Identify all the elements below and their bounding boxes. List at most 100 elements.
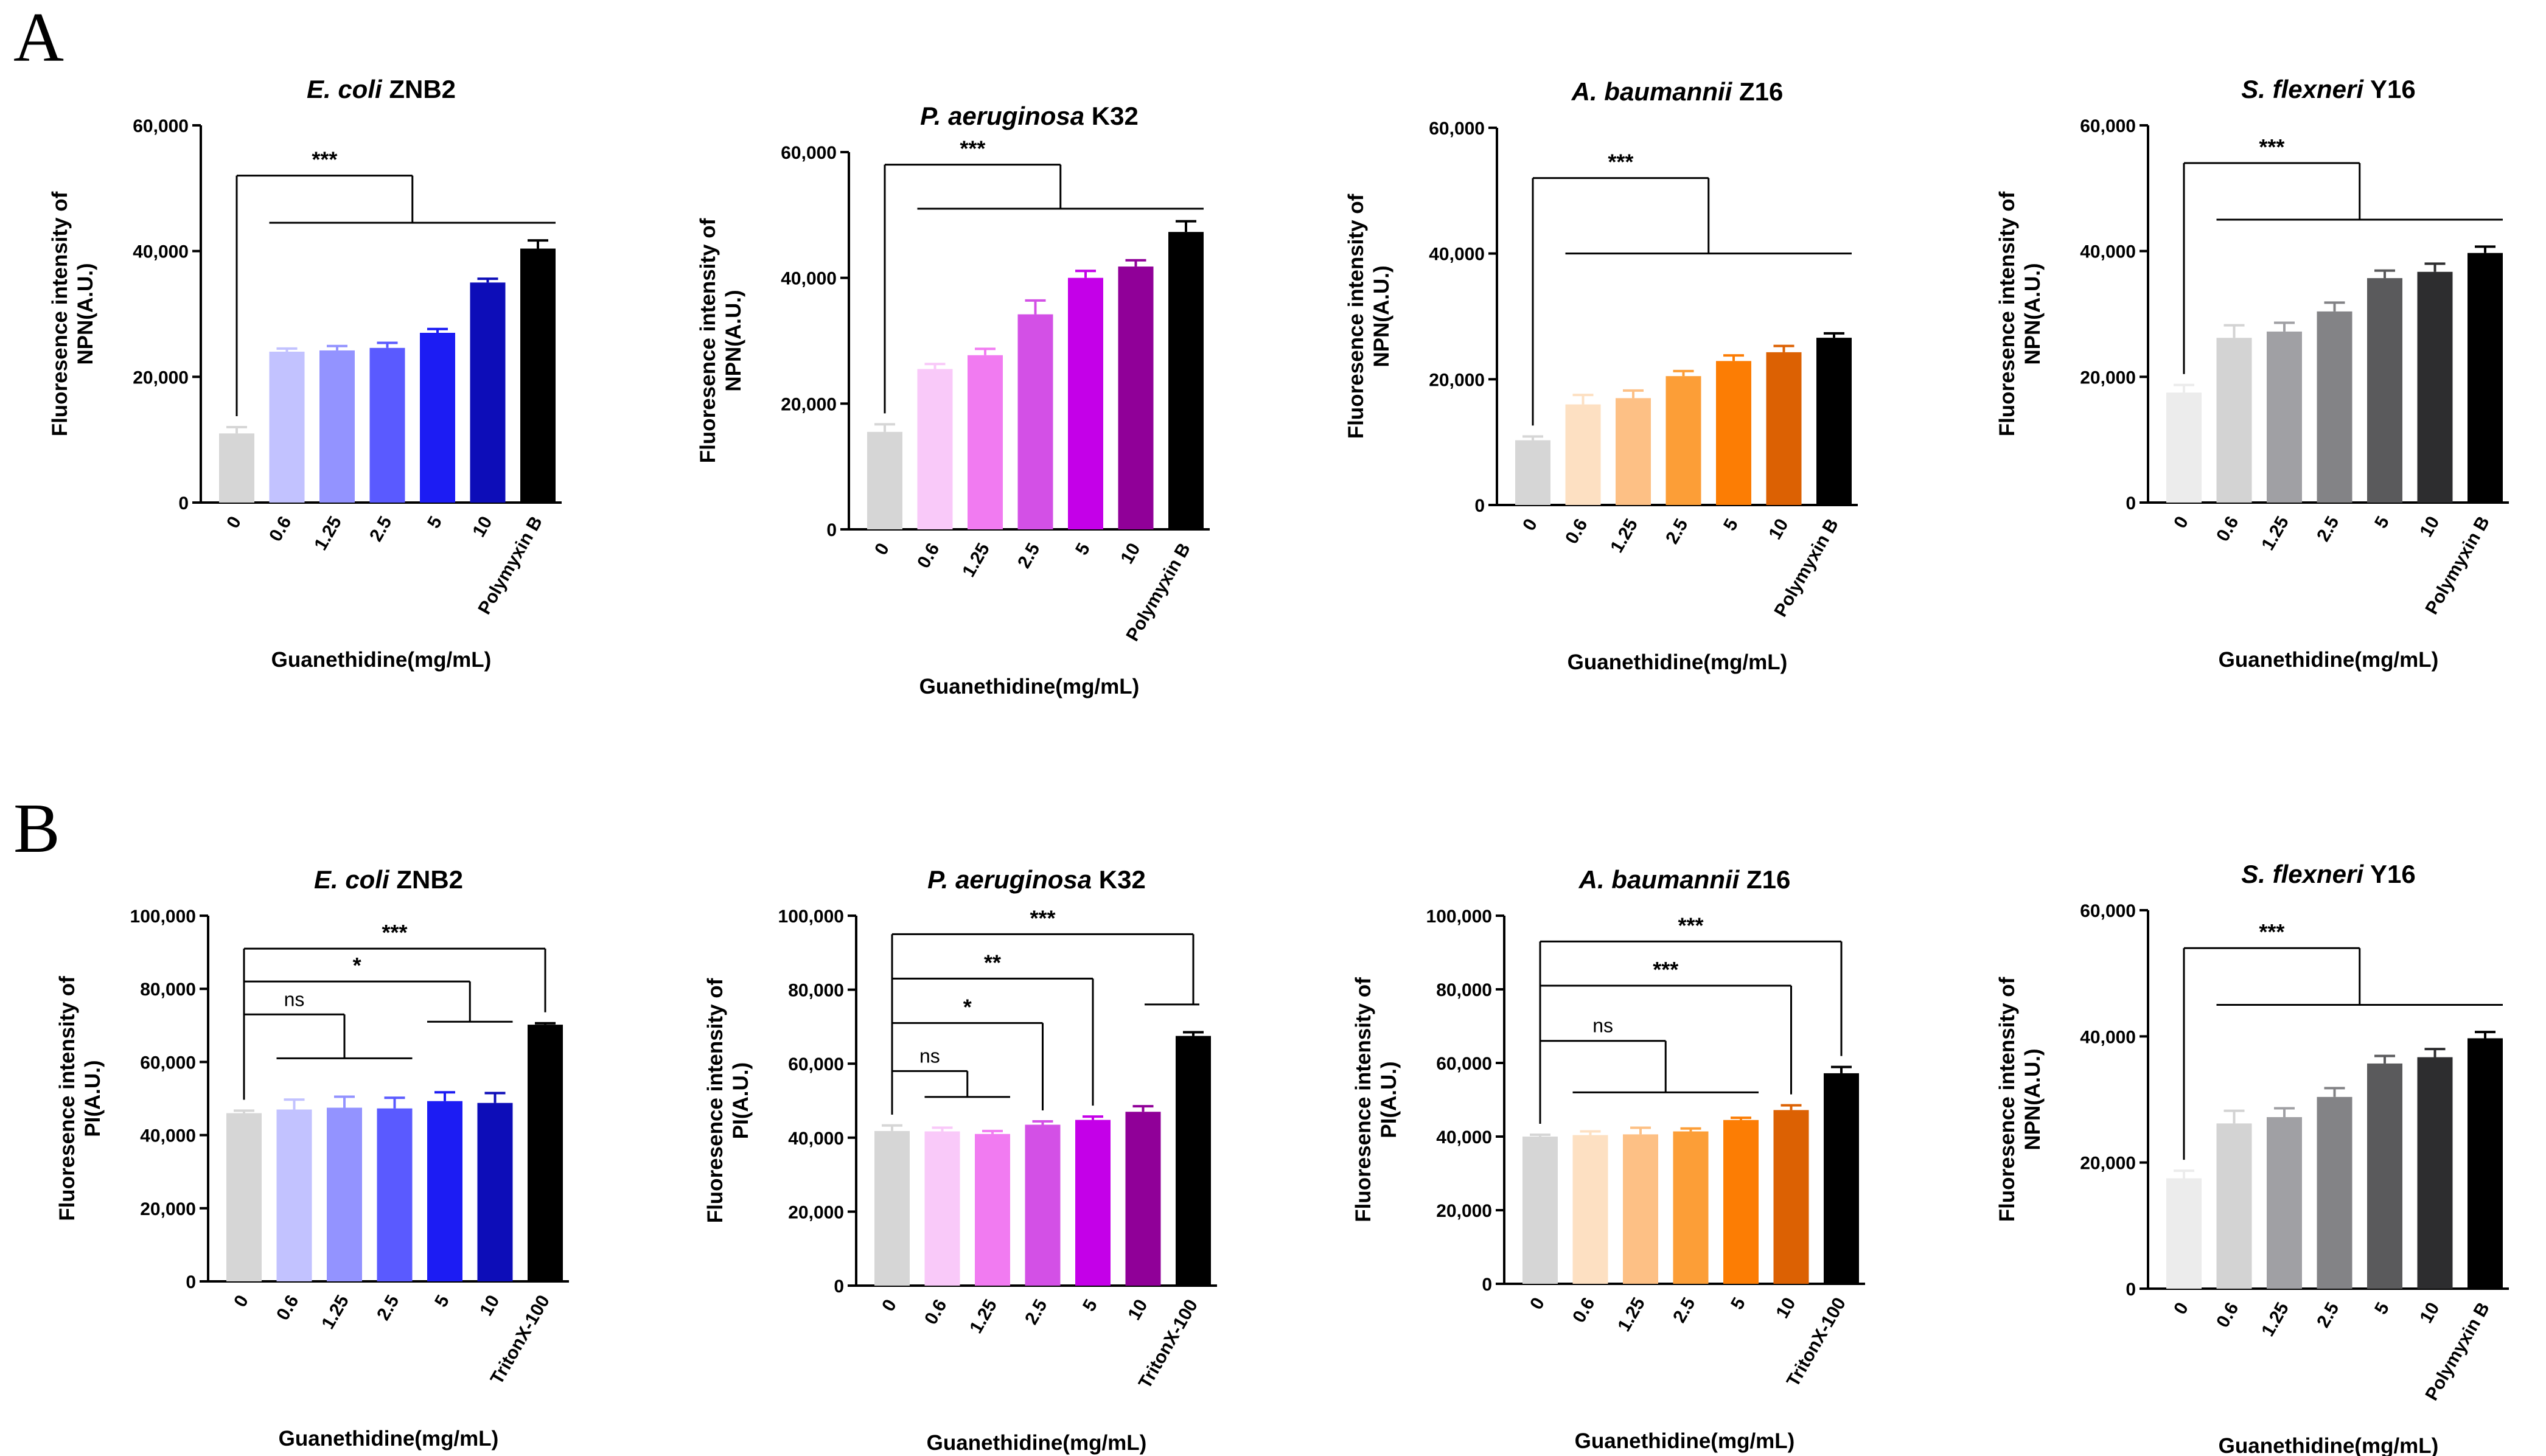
- x-tick-label: 1.25: [318, 1292, 353, 1332]
- chart-2: P. aeruginosa K32 0 20,000 40,000 60,000 Fluo…: [696, 102, 1210, 698]
- bar: [319, 350, 355, 503]
- y-tick-label: 0: [2126, 1280, 2136, 1300]
- bar: [1168, 232, 1204, 529]
- y-tick-label: 100,000: [1426, 907, 1492, 927]
- chart-title: P. aeruginosa K32: [920, 102, 1139, 130]
- y-tick-label: 20,000: [1429, 370, 1485, 390]
- bar: [1118, 266, 1154, 529]
- panel-label-a: A: [13, 0, 64, 76]
- bar: [1623, 1134, 1658, 1284]
- significance-comparison: ns: [891, 1045, 1010, 1115]
- significance-label: ***: [1653, 957, 1678, 982]
- panel-label-b: B: [13, 790, 60, 867]
- y-tick-label: 80,000: [788, 981, 844, 1001]
- bar: [1616, 398, 1651, 505]
- y-tick-label: 60,000: [133, 116, 189, 136]
- chart-4: S. flexneri Y16 0 20,000 40,000 60,000 Fluore…: [1995, 75, 2509, 672]
- significance-label: ***: [312, 147, 337, 172]
- x-tick-label: 5: [2371, 1299, 2393, 1318]
- bar: [427, 1101, 462, 1281]
- chart-title: A. baumannii Z16: [1578, 865, 1791, 894]
- x-tick-label: 0: [223, 513, 245, 532]
- x-tick-label: 2.5: [373, 1292, 403, 1324]
- significance-label: ***: [382, 920, 407, 945]
- y-tick-label: 60,000: [788, 1054, 844, 1075]
- x-axis-label: Guanethidine(mg/mL): [279, 1427, 499, 1451]
- x-tick-label: 0: [2170, 513, 2192, 532]
- bar: [2216, 338, 2252, 503]
- chart-title-strain: Z16: [1732, 77, 1783, 106]
- bar: [867, 431, 902, 529]
- y-tick-label: 0: [826, 520, 837, 540]
- bar: [1125, 1112, 1161, 1286]
- chart-8: S. flexneri Y16 0 20,000 40,000 60,000 Fluore…: [1995, 860, 2509, 1456]
- x-tick-label: 1.25: [966, 1296, 1001, 1337]
- y-tick-label: 40,000: [1436, 1127, 1492, 1148]
- chart-title-species: E. coli: [307, 75, 383, 103]
- x-tick-label: 2.5: [1662, 515, 1692, 548]
- bar: [2166, 392, 2202, 503]
- y-tick-label: 20,000: [140, 1199, 196, 1219]
- x-axis-label: Guanethidine(mg/mL): [927, 1431, 1147, 1455]
- significance-comparison: ***: [884, 136, 1204, 414]
- chart-3: A. baumannii Z16 0 20,000 40,000 60,000 Fluor…: [1344, 77, 1858, 674]
- bar: [924, 1131, 960, 1286]
- bar: [1025, 1124, 1061, 1286]
- significance-label: *: [353, 953, 361, 978]
- bar: [369, 347, 405, 503]
- x-axis-label: Guanethidine(mg/mL): [2219, 648, 2439, 672]
- bar: [470, 282, 506, 503]
- significance-comparison: ***: [1532, 150, 1852, 426]
- chart-title: E. coli ZNB2: [314, 865, 463, 894]
- y-tick-label: 100,000: [130, 907, 196, 927]
- bar: [2317, 1096, 2352, 1289]
- x-tick-label: 2.5: [2313, 1299, 2343, 1331]
- bar: [377, 1108, 413, 1281]
- chart-title-species: E. coli: [314, 865, 390, 894]
- x-tick-label: 0.6: [913, 540, 943, 572]
- y-tick-label: 0: [1474, 496, 1485, 516]
- x-tick-label: 2.5: [1669, 1294, 1699, 1326]
- significance-comparison: *: [891, 994, 1044, 1115]
- significance-comparison: ***: [2183, 919, 2503, 1160]
- x-axis-label: Guanethidine(mg/mL): [271, 648, 492, 672]
- y-tick-label: 40,000: [2080, 1027, 2136, 1047]
- x-tick-label: 0: [230, 1292, 253, 1311]
- chart-title: P. aeruginosa K32: [927, 865, 1146, 894]
- bar: [420, 333, 455, 503]
- x-tick-label: 0.6: [2213, 513, 2242, 545]
- significance-comparison: **: [891, 950, 1094, 1115]
- significance-label: ns: [284, 988, 305, 1010]
- x-tick-label: 0.6: [921, 1296, 950, 1328]
- x-tick-label: 1.25: [2258, 1299, 2293, 1340]
- y-tick-label: 20,000: [1436, 1201, 1492, 1221]
- y-tick-label: 40,000: [140, 1126, 196, 1146]
- x-tick-label: 5: [1072, 540, 1094, 559]
- significance-comparison: ***: [235, 147, 556, 416]
- y-tick-label: 20,000: [2080, 1154, 2136, 1174]
- significance-label: ***: [1030, 905, 1055, 930]
- y-axis-label-line2: PI(A.U.): [729, 1062, 753, 1139]
- x-tick-label: 2.5: [2313, 513, 2343, 545]
- x-tick-label: 1.25: [1606, 515, 1642, 556]
- bar: [2166, 1178, 2202, 1289]
- x-tick-label: 5: [431, 1292, 453, 1311]
- bar: [1824, 1073, 1859, 1284]
- significance-label: ns: [1592, 1015, 1613, 1037]
- significance-label: ***: [960, 136, 985, 161]
- chart-1: E. coli ZNB2 0 20,000 40,000 60,000 Fluoresen…: [48, 75, 562, 672]
- y-axis-label-line2: NPN(A.U.): [2021, 263, 2045, 364]
- bar: [226, 1113, 262, 1281]
- y-tick-label: 60,000: [1436, 1054, 1492, 1074]
- bar: [528, 1025, 563, 1281]
- chart-title-strain: Y16: [2363, 860, 2416, 888]
- y-axis-label-line1: Fluoresence intensity of: [1344, 193, 1368, 439]
- x-tick-label: 10: [476, 1292, 503, 1319]
- x-tick-label: 10: [1772, 1294, 1799, 1322]
- x-tick-label: 1.25: [310, 513, 346, 554]
- significance-label: **: [984, 950, 1001, 975]
- y-tick-label: 0: [834, 1277, 844, 1297]
- y-axis-label-line1: Fluoresence intensity of: [1351, 977, 1375, 1222]
- chart-title-species: S. flexneri: [2241, 860, 2364, 888]
- y-tick-label: 40,000: [2080, 242, 2136, 262]
